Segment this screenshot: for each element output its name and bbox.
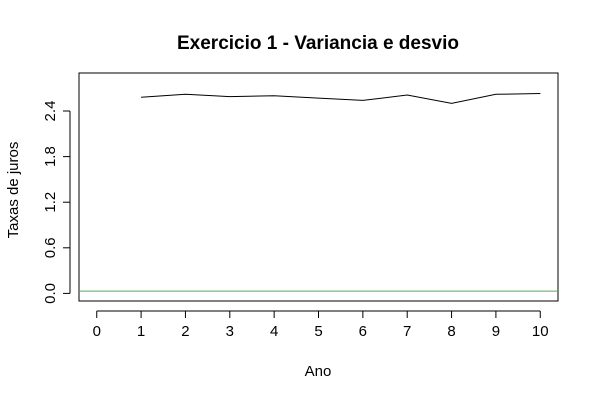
x-axis: 0 1 2 3 4 5 6 7 8 9 10 xyxy=(93,310,549,340)
x-tick-label: 5 xyxy=(314,323,322,340)
series-layer xyxy=(79,93,558,292)
x-tick-label: 8 xyxy=(447,323,455,340)
x-tick-label: 4 xyxy=(270,323,278,340)
x-tick-label: 9 xyxy=(492,323,500,340)
y-tick-label: 0.6 xyxy=(42,237,59,258)
y-axis-label: Taxas de juros xyxy=(5,142,22,239)
y-axis: 0.0 0.6 1.2 1.8 2.4 xyxy=(42,101,71,304)
plot-frame xyxy=(78,72,559,302)
chart-title: Exercicio 1 - Variancia e desvio xyxy=(177,33,459,54)
x-tick-label: 7 xyxy=(403,323,411,340)
x-tick-label: 6 xyxy=(359,323,367,340)
x-tick-label: 2 xyxy=(181,323,189,340)
x-tick-label: 1 xyxy=(137,323,145,340)
series-line-1 xyxy=(141,93,541,104)
y-tick-label: 1.2 xyxy=(42,192,59,213)
x-axis-label: Ano xyxy=(305,363,332,380)
x-tick-label: 3 xyxy=(226,323,234,340)
y-tick-label: 1.8 xyxy=(42,146,59,167)
y-tick-label: 2.4 xyxy=(42,101,59,122)
x-tick-label: 0 xyxy=(93,323,101,340)
y-tick-label: 0.0 xyxy=(42,283,59,304)
x-tick-label: 10 xyxy=(532,323,549,340)
